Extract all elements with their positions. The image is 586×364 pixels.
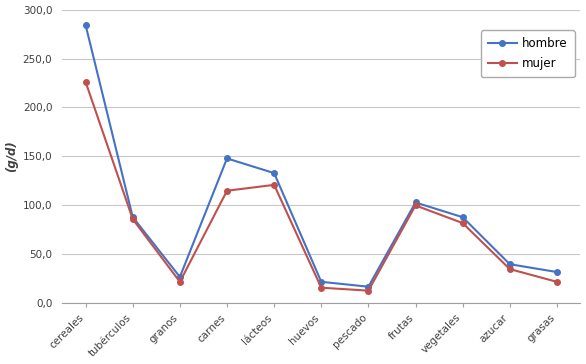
mujer xyxy=(176,280,183,284)
hombre xyxy=(82,23,89,27)
mujer xyxy=(130,217,137,221)
hombre xyxy=(412,200,419,205)
hombre xyxy=(318,280,325,284)
mujer xyxy=(318,285,325,290)
Legend: hombre, mujer: hombre, mujer xyxy=(481,30,574,78)
hombre xyxy=(223,156,230,161)
mujer xyxy=(82,80,89,84)
Line: hombre: hombre xyxy=(83,23,560,289)
mujer xyxy=(365,288,372,293)
mujer xyxy=(412,203,419,207)
hombre xyxy=(553,270,560,274)
hombre xyxy=(506,262,513,266)
mujer xyxy=(223,189,230,193)
hombre xyxy=(130,215,137,219)
hombre xyxy=(459,215,466,219)
mujer xyxy=(506,267,513,271)
hombre xyxy=(365,285,372,289)
mujer xyxy=(271,183,278,187)
Y-axis label: (g/d): (g/d) xyxy=(5,141,19,172)
mujer xyxy=(553,280,560,284)
hombre xyxy=(271,171,278,175)
Line: mujer: mujer xyxy=(83,79,560,293)
hombre xyxy=(176,275,183,279)
mujer xyxy=(459,221,466,225)
